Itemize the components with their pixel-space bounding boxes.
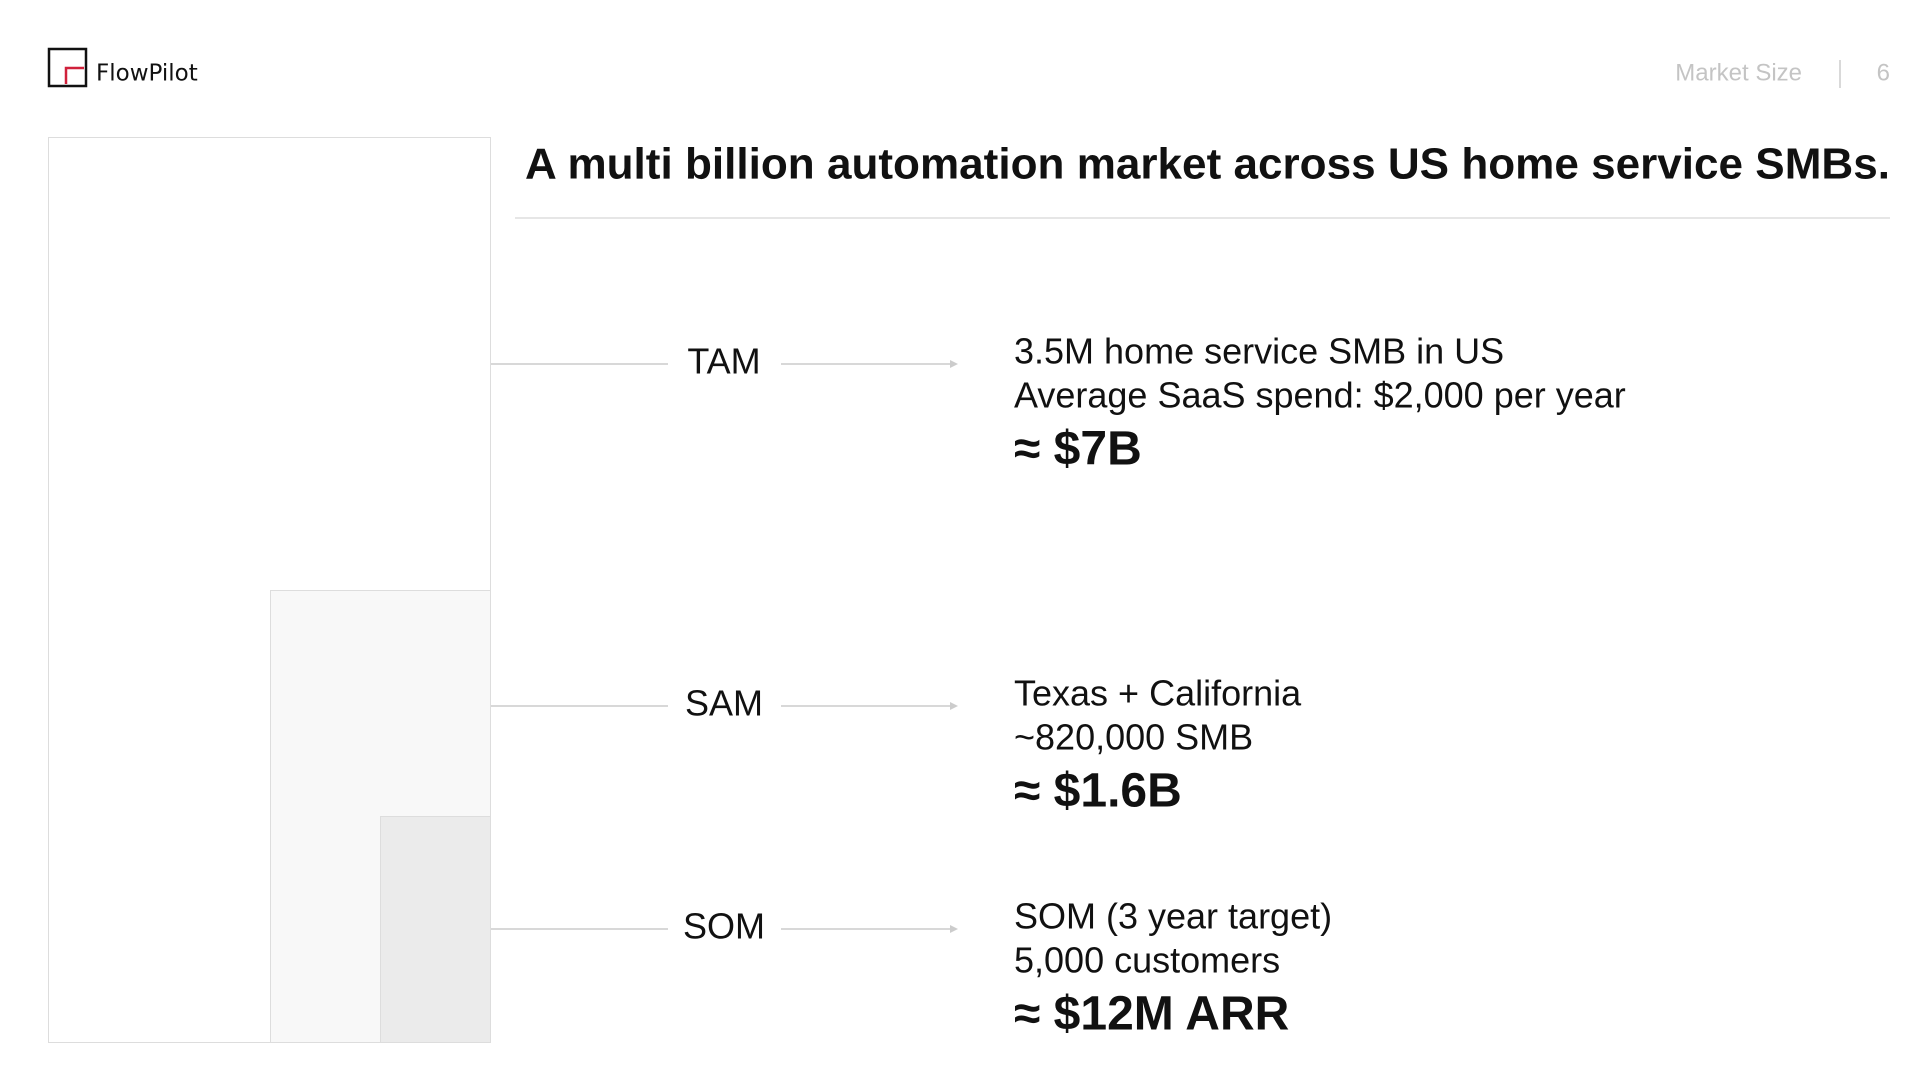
page-number: 6	[1877, 59, 1890, 86]
row-detail: SOM (3 year target)	[1014, 896, 1332, 937]
row-value: ≈ $12M ARR	[1014, 988, 1289, 1041]
row-detail: 3.5M home service SMB in US	[1014, 331, 1504, 372]
row-detail: ~820,000 SMB	[1014, 717, 1253, 758]
row-label: SOM	[683, 906, 765, 947]
row-detail: 5,000 customers	[1014, 940, 1280, 981]
row-label: TAM	[687, 341, 760, 382]
logo-accent	[64, 66, 84, 84]
logo-icon	[47, 47, 88, 88]
row-detail: Average SaaS spend: $2,000 per year	[1014, 375, 1626, 416]
brand: FlowPilot	[96, 61, 198, 87]
arrow-head	[950, 702, 958, 710]
section-name: Market Size	[1675, 59, 1802, 86]
arrow-head	[950, 925, 958, 933]
som-box	[380, 816, 491, 1043]
row-detail: Texas + California	[1014, 673, 1302, 714]
row-value: ≈ $7B	[1014, 423, 1142, 476]
row-value: ≈ $1.6B	[1014, 765, 1182, 818]
row-label: SAM	[685, 683, 763, 724]
slide-title: A multi billion automation market across…	[525, 140, 1890, 189]
arrow-head	[950, 360, 958, 368]
